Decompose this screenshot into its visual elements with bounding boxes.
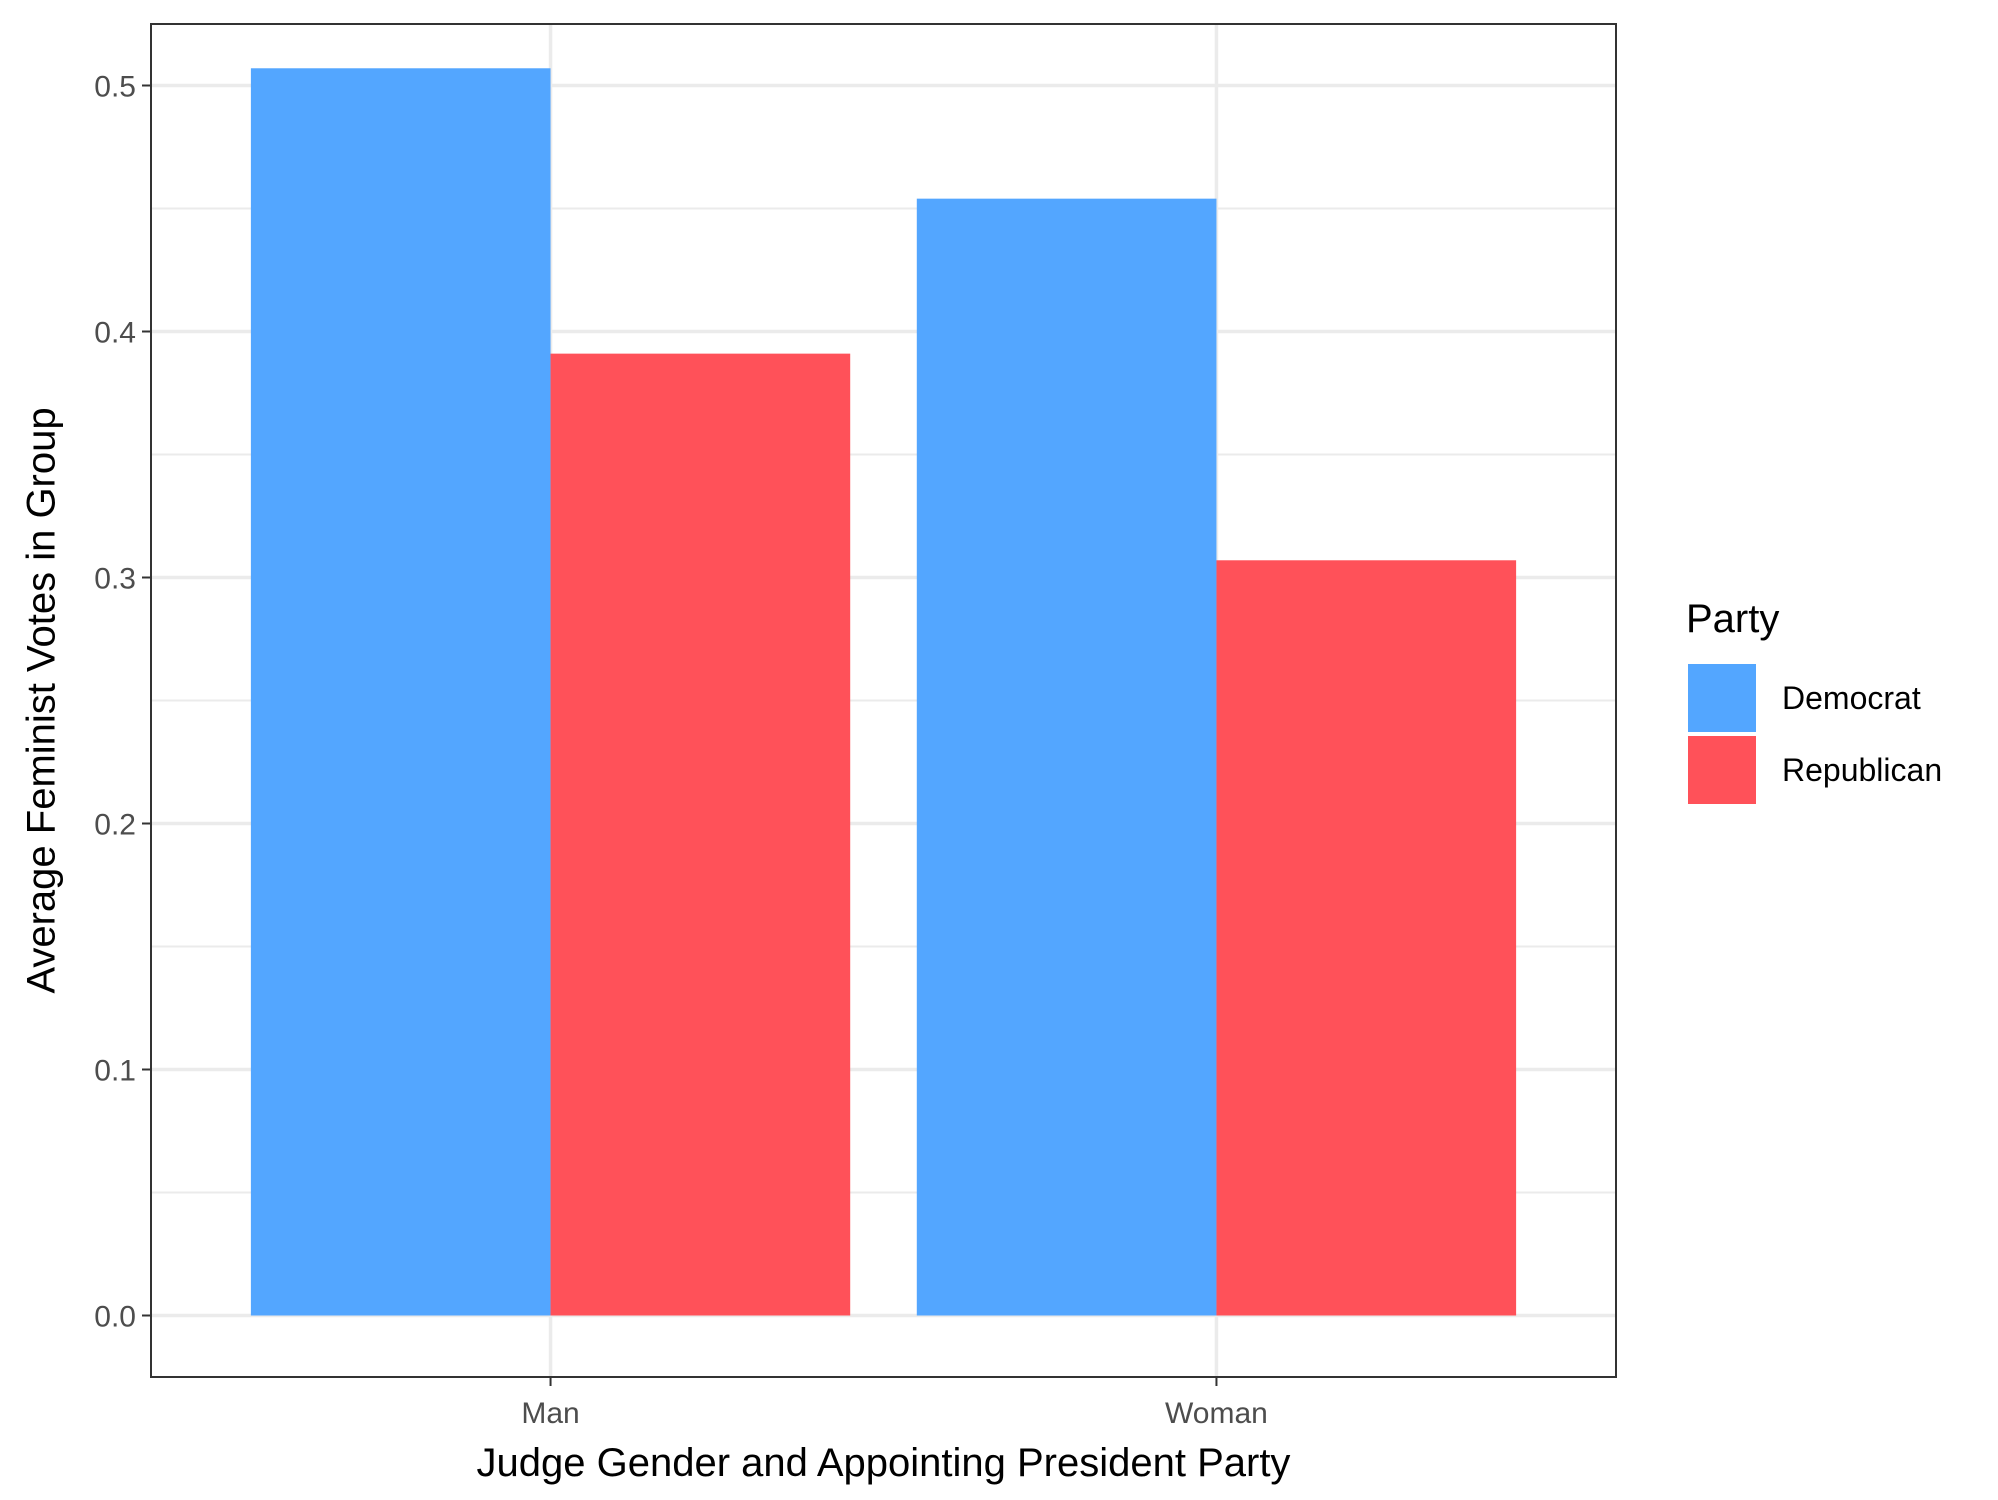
y-tick-label: 0.3: [94, 563, 136, 596]
legend-title: Party: [1686, 597, 1779, 641]
legend-label-democrat: Democrat: [1782, 680, 1921, 716]
x-tick-label: Woman: [1165, 1397, 1268, 1430]
bar-woman-republican: [1216, 560, 1516, 1315]
x-axis-title: Judge Gender and Appointing President Pa…: [477, 1441, 1291, 1485]
legend-label-republican: Republican: [1782, 752, 1942, 788]
y-tick-label: 0.1: [94, 1055, 136, 1088]
bar-woman-democrat: [917, 199, 1217, 1316]
bar-man-republican: [551, 354, 851, 1316]
legend-swatch-republican: [1688, 736, 1756, 804]
y-axis-title: Average Feminist Votes in Group: [20, 407, 64, 993]
y-tick-label: 0.0: [94, 1301, 136, 1334]
y-tick-label: 0.4: [94, 317, 136, 350]
y-tick-label: 0.5: [94, 71, 136, 104]
y-tick-label: 0.2: [94, 809, 136, 842]
legend-swatch-democrat: [1688, 664, 1756, 732]
x-tick-label: Man: [521, 1397, 579, 1430]
bar-man-democrat: [251, 68, 551, 1315]
